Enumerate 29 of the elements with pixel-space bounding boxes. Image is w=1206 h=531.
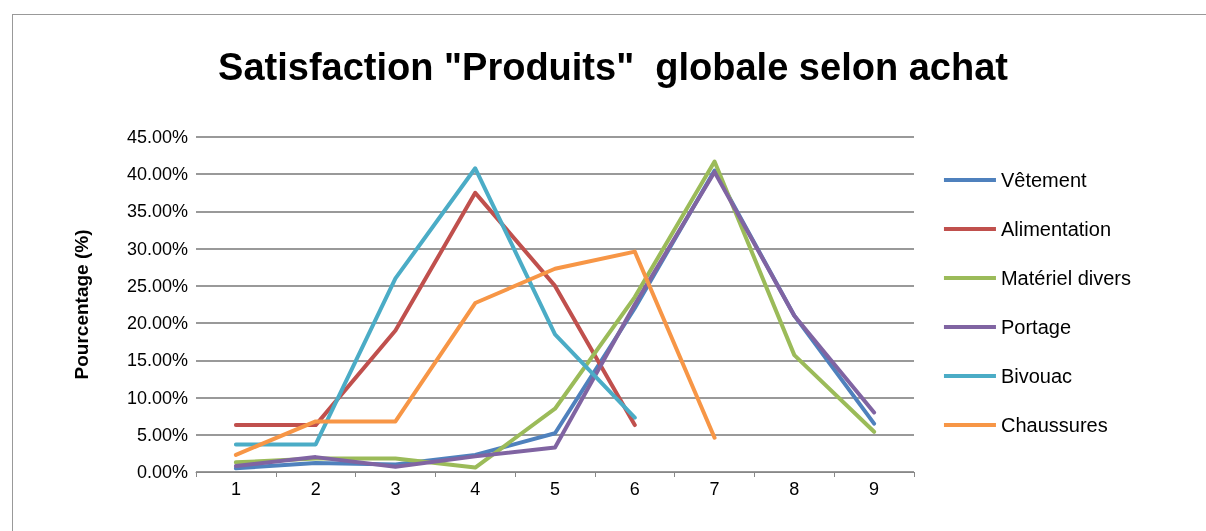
x-tick-label: 6	[629, 479, 640, 499]
x-tick-label: 2	[310, 479, 321, 499]
legend-label: Portage	[1000, 316, 1072, 338]
y-tick-label: 10.00%	[126, 387, 188, 408]
legend-label: Chaussures	[1000, 414, 1108, 436]
y-tick-label: 40.00%	[126, 164, 188, 185]
x-tick-label: 1	[230, 479, 241, 499]
line-series	[233, 166, 637, 447]
y-tick-label: 20.00%	[126, 313, 188, 334]
legend-label: Vêtement	[1000, 169, 1088, 191]
x-tick-label: 3	[390, 479, 401, 499]
y-tick-label: 45.00%	[126, 127, 188, 147]
x-tick-label: 8	[789, 479, 800, 499]
x-tick-label: 5	[549, 479, 561, 499]
y-tick-label: 30.00%	[126, 238, 188, 259]
y-axis-title: Pourcentage (%)	[71, 229, 92, 380]
legend-label: Matériel divers	[1000, 267, 1132, 289]
line-series	[233, 249, 717, 457]
y-tick-label: 0.00%	[136, 462, 188, 482]
y-tick-label: 15.00%	[126, 350, 188, 371]
y-tick-label: 35.00%	[126, 201, 188, 222]
x-tick-label: 7	[709, 479, 720, 499]
y-tick-label: 25.00%	[126, 275, 188, 296]
legend-label: Bivouac	[1000, 365, 1073, 387]
x-tick-label: 9	[869, 479, 880, 499]
legend-label: Alimentation	[1000, 218, 1112, 240]
y-tick-label: 5.00%	[136, 424, 188, 445]
chart-title: Satisfaction "Produits" globale selon achat	[218, 46, 1009, 88]
x-tick-label: 4	[470, 479, 481, 499]
